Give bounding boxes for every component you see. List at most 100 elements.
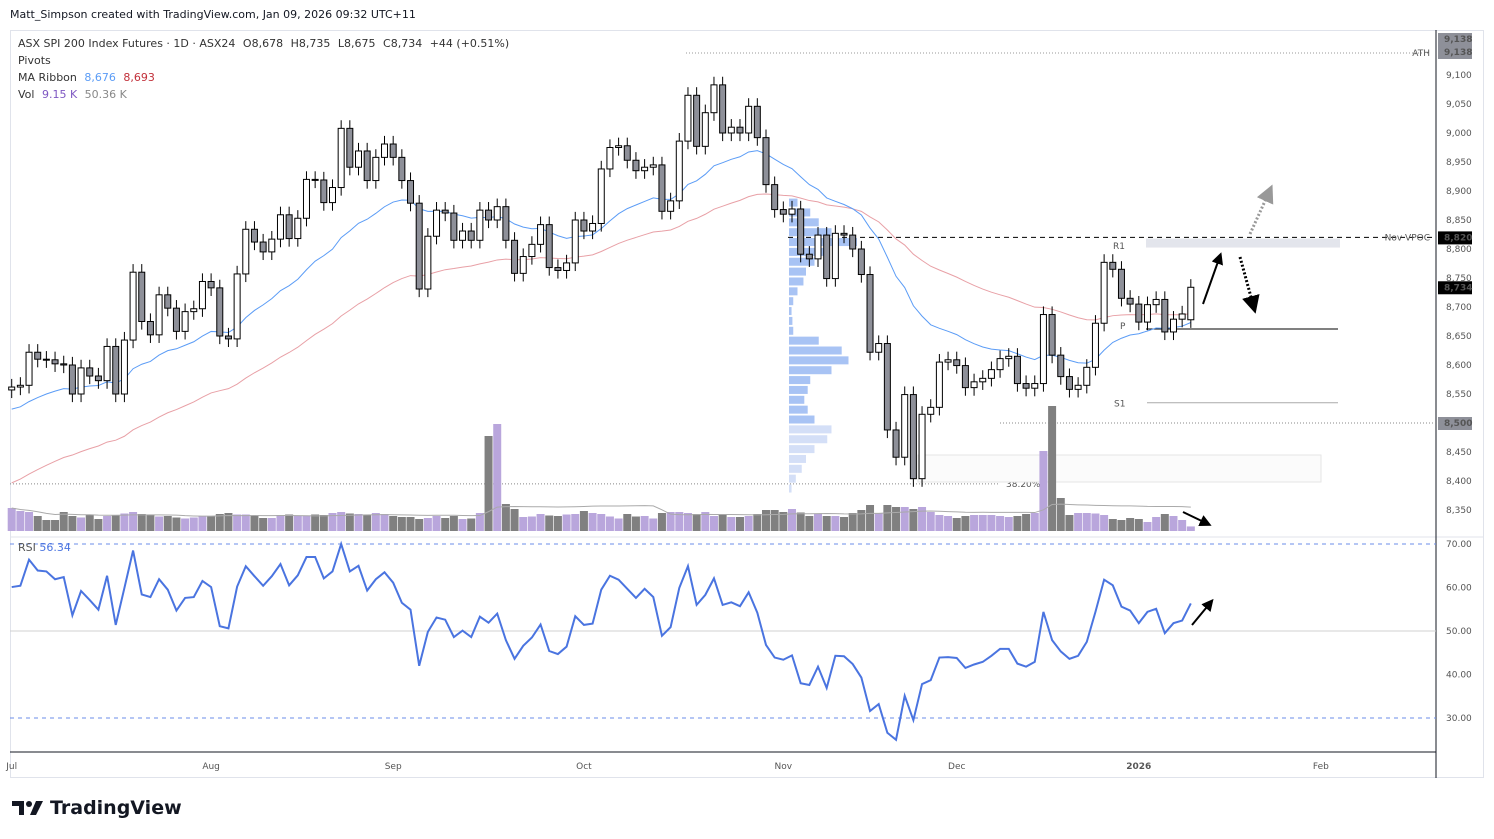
candle-body <box>1091 322 1099 368</box>
volume-profile-bar <box>789 326 794 335</box>
candle-body <box>849 234 857 250</box>
volume-bar <box>1030 513 1039 531</box>
candle <box>571 211 579 272</box>
legend-ma-row[interactable]: MA Ribbon 8,676 8,693 <box>18 69 513 86</box>
legend-symbol[interactable]: ASX SPI 200 Index Futures · 1D · ASX24 <box>18 37 236 50</box>
candle <box>1178 305 1186 328</box>
candle <box>719 76 727 142</box>
candle-body <box>1126 297 1134 305</box>
volume-bar <box>996 516 1005 531</box>
volume-bar <box>1169 516 1178 531</box>
price-tag-label: 8,500 <box>1444 419 1472 429</box>
candle-body <box>372 156 380 182</box>
candle <box>519 248 527 282</box>
candle <box>970 373 978 396</box>
volume-bar <box>1152 517 1161 531</box>
candle <box>1187 279 1195 328</box>
candle-body <box>259 241 267 253</box>
candle-body <box>94 375 102 382</box>
price-tick: 8,850 <box>1446 216 1472 226</box>
legend-ma-fast: 8,676 <box>84 71 116 84</box>
candle-body <box>554 267 562 271</box>
candle-body <box>233 273 241 340</box>
volume-bar <box>935 515 944 531</box>
candle <box>372 149 380 189</box>
volume-bar <box>1074 513 1083 531</box>
candle-body <box>667 200 675 212</box>
candle <box>60 355 68 374</box>
legend-high-label: H <box>290 37 299 50</box>
candle-body <box>268 238 276 253</box>
candle-body <box>459 230 467 241</box>
candle <box>467 222 475 249</box>
volume-bar <box>475 513 484 531</box>
candle-body <box>736 126 744 134</box>
candle <box>1100 254 1108 332</box>
volume-bar <box>449 516 458 531</box>
candle <box>545 216 553 276</box>
volume-bar <box>952 518 961 531</box>
volume-bar <box>553 516 562 531</box>
rsi-legend[interactable]: RSI 56.34 <box>18 541 71 554</box>
time-tick: Sep <box>385 762 402 772</box>
volume-bar <box>493 424 502 531</box>
volume-bar <box>640 516 649 531</box>
volume-profile-bar <box>789 336 819 345</box>
candle-body <box>519 256 527 274</box>
candle-body <box>615 145 623 148</box>
ma-slow-line <box>11 193 1191 484</box>
candle-body <box>641 166 649 172</box>
candle-body <box>1161 298 1169 333</box>
candle <box>415 195 423 298</box>
candle <box>441 202 449 222</box>
candle-body <box>537 224 545 245</box>
volume-bar <box>163 516 172 531</box>
candle-body <box>788 208 796 215</box>
candle-body <box>979 377 987 383</box>
legend-vol-ma: 50.36 K <box>84 88 127 101</box>
legend-pivots[interactable]: Pivots <box>18 54 51 67</box>
candle-body <box>632 159 640 172</box>
volume-profile-bar <box>789 267 806 276</box>
legend-high: 8,735 <box>298 37 331 50</box>
volume-bar <box>302 515 311 531</box>
volume-bar <box>1039 451 1048 531</box>
candle <box>805 246 813 267</box>
r1-zone <box>1146 238 1340 248</box>
legend-symbol-row[interactable]: ASX SPI 200 Index Futures · 1D · ASX24 O… <box>18 35 513 52</box>
volume-bar <box>657 513 666 531</box>
volume-bar <box>319 515 328 531</box>
volume-profile-bar <box>789 316 793 325</box>
legend-vol-row[interactable]: Vol 9.15 K 50.36 K <box>18 86 513 103</box>
volume-bar <box>1100 515 1109 531</box>
volume-bar <box>840 517 849 531</box>
candle-body <box>866 274 874 353</box>
candle <box>433 202 441 245</box>
candle-body <box>42 358 50 361</box>
volume-bar <box>137 514 146 531</box>
candle <box>363 142 371 189</box>
candle <box>857 240 865 283</box>
volume-bar <box>571 514 580 531</box>
candle <box>814 226 822 267</box>
tradingview-logo[interactable]: TradingView <box>12 797 182 819</box>
candle <box>918 406 926 487</box>
candle-body <box>1022 383 1030 389</box>
candle-body <box>34 351 42 360</box>
candle-body <box>597 168 605 224</box>
volume-profile-bar <box>789 474 796 483</box>
candle-body <box>701 112 709 147</box>
candle <box>1143 296 1151 331</box>
candle-body <box>1039 314 1047 385</box>
volume-bar <box>970 515 979 531</box>
volume-bar <box>805 516 814 531</box>
candle <box>398 149 406 189</box>
candle-body <box>918 413 926 480</box>
volume-bar <box>510 509 519 531</box>
volume-bar <box>987 515 996 531</box>
candle-body <box>60 363 68 366</box>
candle <box>892 421 900 466</box>
legend-open: 8,678 <box>251 37 284 50</box>
candle-body <box>1031 383 1039 389</box>
